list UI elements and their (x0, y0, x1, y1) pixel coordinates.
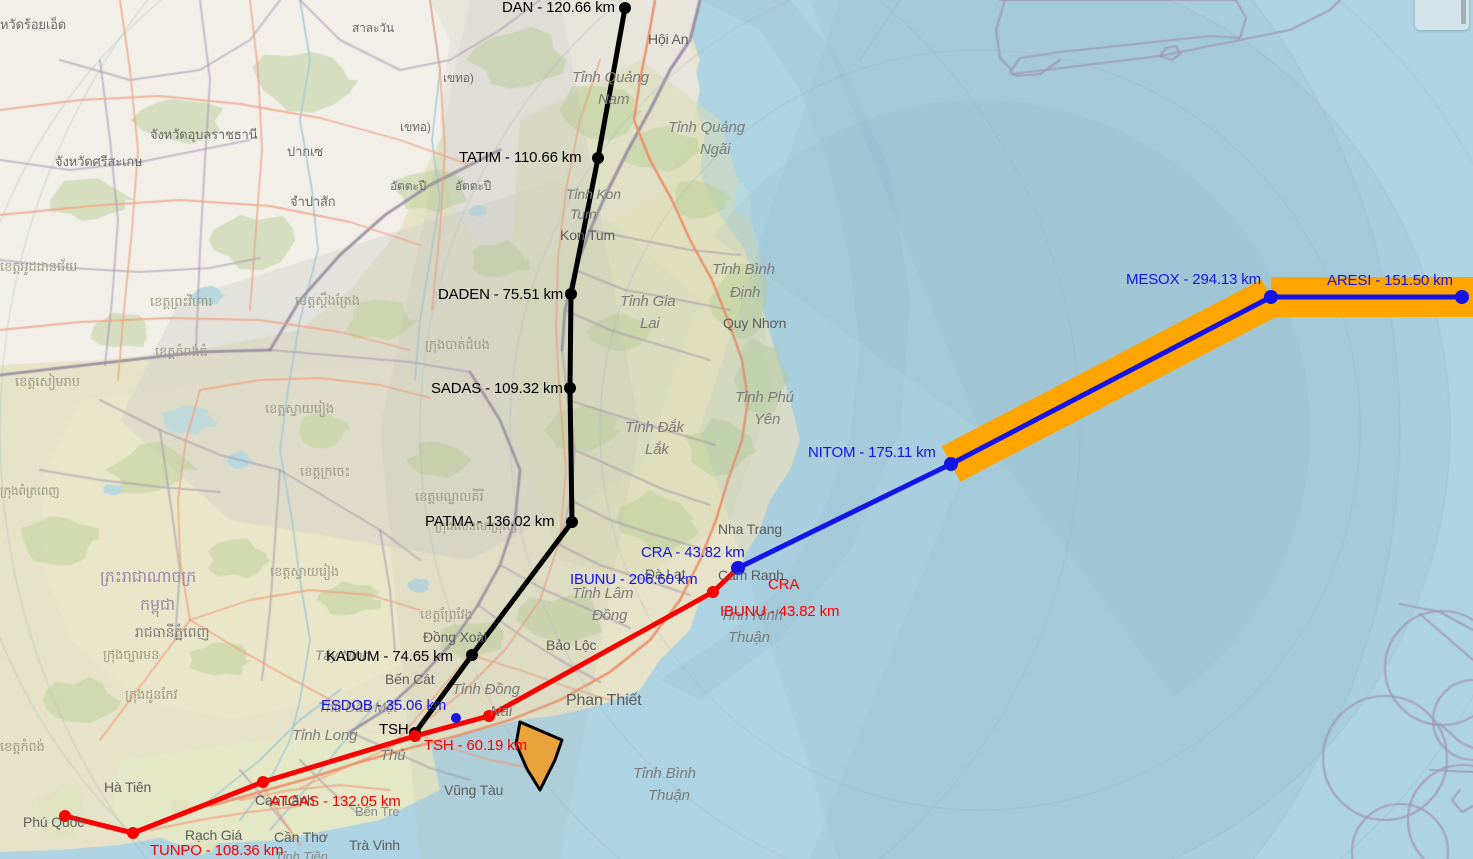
waypoint-label-aresi[interactable]: ARESI - 151.50 km (1327, 272, 1453, 289)
map-place-label: Đà Lạt (645, 566, 686, 582)
map-place-label: Tỉnh Bình (633, 765, 696, 782)
map-place-label: Yên (754, 411, 781, 428)
map-place-label: ខេត្តព្រះវិហារ (150, 294, 213, 309)
zoom-control-panel[interactable] (1415, 0, 1469, 30)
map-place-label: Tỉnh Long (292, 727, 358, 744)
map-place-label: Nha Trang (718, 521, 783, 537)
map-place-label: Rạch Giá (185, 827, 243, 843)
map-place-label: ខេត្តស្វាយរៀង (270, 564, 339, 579)
map-place-label: Phan Thiết (566, 692, 642, 709)
map-place-label: สาละวัน (352, 21, 394, 35)
map-place-label: Tỉnh Bình (712, 261, 775, 278)
map-place-label: ក្រុងបាត់ដំបង (425, 337, 490, 352)
waypoint-label-atgas[interactable]: ATGAS - 132.05 km (270, 793, 401, 810)
map-place-label: Kon Tum (560, 227, 615, 243)
map-place-label: Bến Tre (355, 804, 400, 819)
map-place-label: Thuận (728, 629, 770, 646)
map-place-label: เขทอ) (400, 120, 431, 134)
map-place-label: ខេត្តសៀមរាប (15, 374, 80, 389)
map-place-label: Tỉnh Ninh (720, 607, 783, 624)
map-place-label: Định (730, 284, 761, 301)
map-place-label: Tỉnh Kon (566, 186, 621, 202)
map-place-label: เขทอ) (443, 71, 474, 85)
waypoint-label-patma[interactable]: PATMA - 136.02 km (425, 513, 555, 530)
map-place-label: Tỉnh Phú (735, 389, 794, 406)
map-place-label: Cao Lãnh (255, 792, 315, 808)
waypoint-label-sadas[interactable]: SADAS - 109.32 km (431, 380, 563, 397)
map-place-label: Nam (598, 91, 630, 108)
waypoint-label-tsh-red[interactable]: TSH - 60.19 km (424, 737, 527, 754)
waypoint-label-daden[interactable]: DADEN - 75.51 km (438, 286, 564, 303)
zoom-in-button[interactable] (1461, 0, 1466, 24)
map-place-label: Cam Ranh (718, 567, 784, 583)
map-place-label: Quy Nhơn (723, 315, 787, 331)
map-place-label: ខេត្តស្តឹងត្រែង (295, 293, 360, 308)
map-place-label: Lai (640, 315, 660, 332)
map-place-label: Bảo Lộc (546, 637, 597, 653)
waypoint-label-dan[interactable]: DAN - 120.66 km (502, 0, 615, 16)
map-place-label: Nai (490, 703, 513, 720)
map-place-label: Thuận (648, 787, 690, 804)
map-place-label: ភ្រះរាជាណាចក្រ (100, 569, 197, 586)
map-place-label: ក្រុងពំត្រពេញ (0, 484, 60, 498)
map-place-label: Tây Ninh (315, 647, 370, 663)
map-place-label: จังหวัดศรีสะเกษ (55, 154, 143, 169)
map-place-label: ខេត្តព្រែវែង (420, 607, 473, 622)
waypoint-label-kadum[interactable]: KADUM - 74.65 km (326, 648, 453, 665)
map-place-label: ខេត្តអូដដានជ័យ (0, 259, 78, 274)
map-place-label: Thủ Dầu Một (318, 699, 398, 715)
map-place-label: อัตตะปื (455, 179, 492, 193)
map-place-label: ខេត្តក្រចេះ (300, 464, 351, 479)
map-place-label: Tỉnh Quảng (668, 119, 745, 136)
map-place-label: ខេត្តកំពង់ធំ (155, 344, 208, 359)
waypoint-label-ibunu-red[interactable]: IBUNU - 43.82 km (720, 603, 840, 620)
map-place-label: រាជធានីភ្នំពេញ (135, 624, 210, 640)
waypoint-label-tsh[interactable]: TSH (379, 721, 409, 738)
waypoint-label-nitom[interactable]: NITOM - 175.11 km (808, 444, 936, 461)
map-place-label: Tỉnh Quảng (572, 69, 649, 86)
waypoint-label-esdob[interactable]: ESDOB - 35.06 km (321, 697, 447, 714)
map-place-label: Tỉnh Đồng (452, 681, 520, 698)
map-place-label: ខេត្តកំពង់ (0, 739, 45, 754)
map-place-label: Vũng Tàu (444, 782, 504, 798)
map-place-label: Trà Vinh (349, 837, 400, 853)
map-place-label: Phú Quốc (23, 814, 85, 830)
map-place-label: อัตตะปื (390, 179, 427, 193)
map-place-label: Thủ (380, 747, 406, 764)
waypoint-label-tunpo[interactable]: TUNPO - 108.36 km (150, 842, 284, 859)
map-place-label: ក្រុងសែនមោន្រុស្ស (435, 519, 518, 533)
map-place-label: Hà Tiên (104, 779, 152, 795)
map-place-label: Tỉnh Đắk (625, 419, 684, 436)
waypoint-label-mesox[interactable]: MESOX - 294.13 km (1126, 271, 1261, 288)
waypoint-label-cra-blue[interactable]: CRA - 43.82 km (641, 544, 745, 561)
map-place-label: ปากเซ (287, 144, 323, 159)
map-place-label: จำปาสัก (290, 194, 336, 209)
map-place-label: ក្រុងច្បារមន (103, 647, 160, 662)
map-place-label: កម្ពុជា (140, 597, 176, 614)
map-place-label: ខេត្តស្វាយរៀង (265, 401, 334, 416)
map-place-label: Lắk (645, 441, 669, 458)
map-place-label: ក្រុងដូនកែវ (125, 687, 178, 702)
map-place-label: Ngãi (700, 141, 731, 158)
map-place-label: Hội An (648, 31, 689, 47)
map-place-label: Đồng (592, 607, 628, 624)
map-place-label: Tỉnh Tiền (275, 849, 328, 859)
map-place-label: Đồng Xoài (423, 629, 488, 645)
map-place-label: Cần Thơ (274, 829, 328, 845)
waypoint-label-cra-red[interactable]: CRA (768, 576, 800, 593)
map-place-label: Tỉnh Gia (620, 293, 676, 310)
map-place-label: จังหวัดอุบลราชธานี (150, 127, 258, 142)
map-place-label: Bến Cát (385, 671, 435, 687)
map-place-label: Tum (570, 206, 597, 222)
map-place-label: หวัดร้อยเอ็ด (0, 17, 67, 32)
waypoint-label-ibunu-blue[interactable]: IBUNU - 206.60 km (570, 571, 698, 588)
map-place-label: ខេត្តមណ្ឌលគីរី (415, 489, 484, 504)
map-place-label: Tỉnh Lâm (572, 585, 634, 602)
waypoint-label-tatim[interactable]: TATIM - 110.66 km (459, 149, 582, 166)
